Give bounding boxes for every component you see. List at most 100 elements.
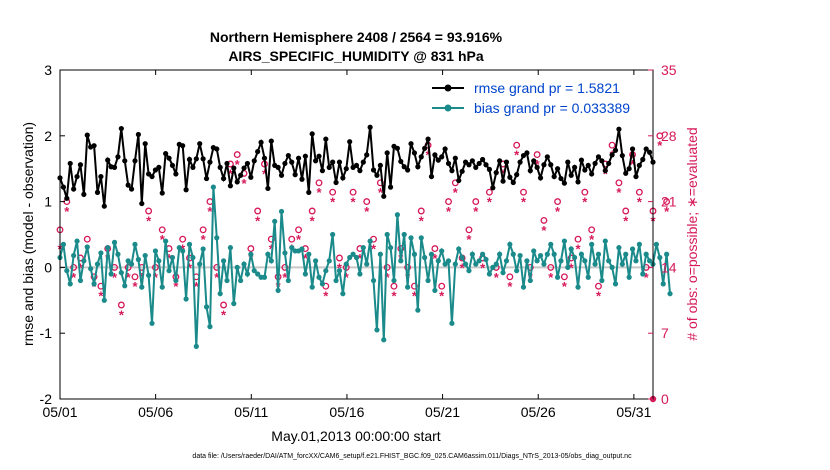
rmse-point: [626, 166, 632, 172]
bias-point: [238, 277, 244, 284]
obs-possible-point: [581, 188, 589, 196]
rmse-point: [490, 185, 496, 191]
rmse-point: [367, 124, 373, 130]
bias-point: [241, 261, 247, 267]
bias-point: [340, 291, 346, 297]
bias-point: [456, 246, 462, 252]
rmse-point: [387, 184, 394, 190]
rmse-point: [609, 152, 615, 158]
bias-point: [275, 287, 281, 294]
bias-point: [479, 251, 486, 257]
rmse-point: [432, 152, 438, 158]
bias-point: [282, 250, 288, 256]
obs-possible-point: [220, 301, 228, 309]
rmse-point: [558, 175, 564, 182]
rmse-point: [159, 190, 165, 196]
rmse-point: [309, 131, 315, 137]
bias-point: [60, 241, 67, 247]
bias-point: [418, 235, 424, 241]
bias-point: [285, 277, 291, 284]
obs-evaluated-point: *: [323, 289, 329, 304]
rmse-point: [77, 162, 84, 168]
rmse-point: [111, 164, 118, 170]
rmse-point: [248, 174, 254, 180]
bias-point: [67, 281, 73, 287]
rmse-point: [84, 132, 90, 138]
bias-point: [220, 258, 227, 264]
rmse-point: [500, 178, 506, 184]
rmse-point: [428, 173, 435, 180]
bias-point: [350, 251, 356, 257]
bias-point: [200, 246, 206, 252]
obs-possible-point: [472, 198, 480, 206]
rmse-point: [149, 173, 155, 180]
rmse-point: [105, 157, 111, 163]
bias-point: [602, 238, 608, 244]
obs-possible-point: [608, 141, 616, 149]
obs-evaluated-point: *: [242, 176, 248, 191]
bias-point: [152, 248, 159, 254]
x-tick-label: 05/01: [42, 404, 77, 420]
bias-point: [91, 281, 97, 287]
rmse-point: [401, 164, 407, 170]
rmse-point: [425, 136, 431, 142]
rmse-point: [333, 179, 339, 186]
obs-evaluated-point: *: [562, 279, 568, 294]
obs-evaluated-point: *: [637, 195, 643, 210]
bias-point: [367, 238, 373, 244]
bias-point: [343, 261, 349, 267]
bias-point: [657, 254, 663, 261]
rmse-point: [278, 172, 285, 178]
rmse-point: [568, 172, 574, 178]
rmse-point: [479, 156, 486, 163]
rmse-point: [197, 141, 203, 147]
bias-point: [302, 271, 308, 277]
legend-rmse-label: rmse grand pr = 1.5821: [474, 80, 620, 96]
obs-possible-point: [308, 207, 316, 215]
bias-point: [561, 238, 567, 244]
bias-point: [425, 277, 431, 284]
obs-evaluated-point: *: [453, 185, 459, 200]
obs-possible-point: [663, 198, 671, 206]
rmse-point: [629, 146, 636, 152]
rmse-point: [166, 155, 172, 161]
rmse-point: [306, 189, 312, 195]
plot-frame: [59, 69, 654, 400]
bias-point: [391, 277, 397, 284]
bias-point: [374, 327, 380, 333]
rmse-point: [241, 165, 247, 171]
rmse-point: [313, 158, 319, 164]
bias-point: [84, 244, 90, 250]
obs-possible-point: [417, 207, 425, 215]
obs-evaluated-point: *: [412, 289, 418, 304]
rmse-point: [554, 166, 561, 172]
bias-point: [541, 261, 547, 267]
obs-possible-point: [363, 198, 371, 206]
rmse-point: [619, 152, 625, 159]
bias-point: [289, 245, 295, 251]
bias-point: [483, 256, 489, 263]
rmse-point: [612, 147, 619, 153]
rmse-point: [94, 189, 101, 195]
obs-evaluated-point: *: [235, 157, 241, 172]
obs-evaluated-point: *: [160, 232, 166, 247]
bias-point: [497, 251, 503, 257]
rmse-point: [200, 156, 206, 162]
bias-point: [510, 251, 516, 257]
rmse-point: [531, 158, 537, 164]
rmse-point: [537, 175, 544, 181]
obs-evaluated-point: *: [569, 260, 575, 275]
obs-evaluated-point: *: [221, 307, 227, 322]
bias-point: [531, 248, 537, 254]
bias-point: [101, 297, 107, 303]
bias-point: [565, 264, 571, 270]
obs-evaluated-point: *: [494, 270, 500, 285]
bias-point: [619, 261, 625, 267]
rmse-point: [173, 171, 179, 177]
bias-point: [217, 291, 223, 297]
rmse-point: [510, 179, 516, 186]
obs-possible-point: [485, 188, 493, 196]
rmse-point: [565, 159, 571, 165]
obs-possible-point: [390, 282, 398, 290]
bias-point: [432, 287, 438, 294]
